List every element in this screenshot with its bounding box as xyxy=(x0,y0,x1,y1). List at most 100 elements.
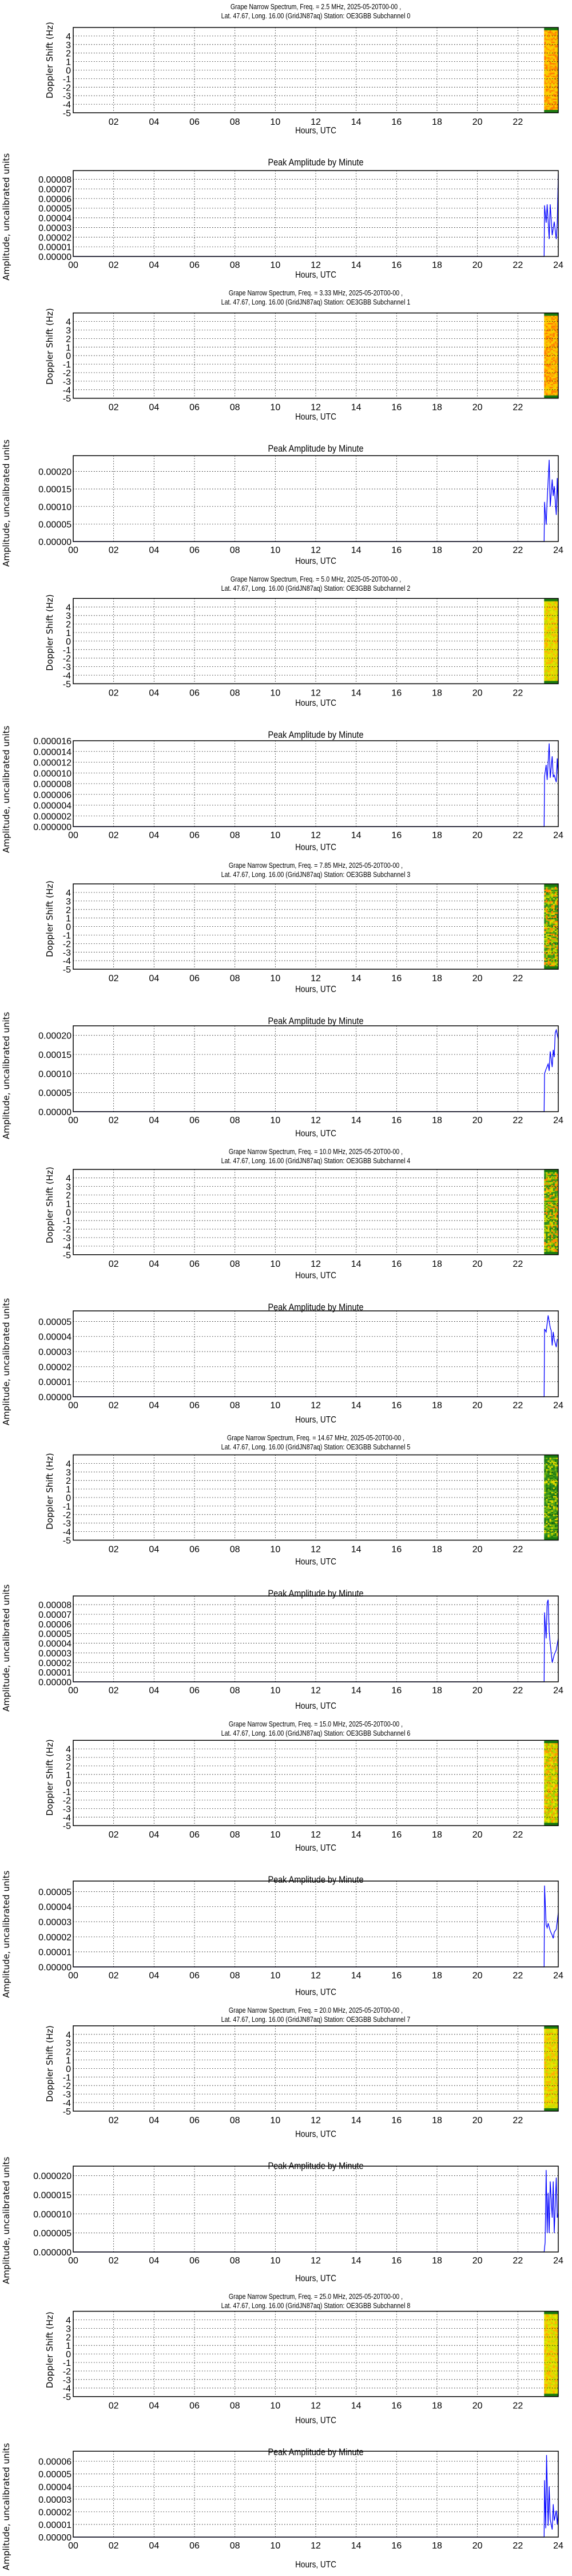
x-tick-label: 14 xyxy=(351,1401,362,1411)
x-tick-label: 04 xyxy=(149,974,159,983)
x-tick-label: 08 xyxy=(230,974,240,983)
x-tick-label: 20 xyxy=(472,546,483,555)
x-tick-label: 06 xyxy=(189,2401,200,2411)
y-tick-label: 0.00005 xyxy=(38,520,72,530)
y-axis-label: Amplitude, uncalibrated units xyxy=(1,2156,11,2284)
y-tick-label: 1 xyxy=(66,629,71,638)
y-tick-label: 2 xyxy=(66,906,71,915)
channel-panel-subchannel-8: Grape Narrow Spectrum, Freq. = 25.0 MHz,… xyxy=(0,2290,572,2576)
x-tick-label: 14 xyxy=(351,974,362,983)
x-tick-label: 16 xyxy=(391,1116,402,1125)
y-tick-label: -2 xyxy=(63,2081,71,2091)
x-tick-label: 10 xyxy=(270,1830,280,1840)
x-tick-label: 10 xyxy=(270,403,280,413)
y-tick-label: 0 xyxy=(66,66,71,76)
x-tick-label: 04 xyxy=(149,1116,159,1125)
x-tick-label: 18 xyxy=(432,260,442,270)
x-tick-label: 06 xyxy=(189,403,200,413)
x-tick-label: 04 xyxy=(149,2256,159,2266)
spectrum-title-line1: Grape Narrow Spectrum, Freq. = 15.0 MHz,… xyxy=(228,1720,403,1728)
y-tick-label: 0.00005 xyxy=(38,1887,72,1897)
amplitude-series-line xyxy=(73,460,559,542)
y-axis-label: Doppler Shift (Hz) xyxy=(45,2025,55,2102)
x-axis-label: Hours, UTC xyxy=(295,698,336,708)
x-tick-label: 06 xyxy=(189,1971,200,1981)
y-tick-label: 1 xyxy=(66,1771,71,1780)
x-axis-label: Hours, UTC xyxy=(295,2560,336,2570)
y-tick-label: 0.00004 xyxy=(38,1903,72,1913)
spectrum-title-line2: Lat. 47.67, Long. 16.00 (GridJN87aq) Sta… xyxy=(221,1156,411,1165)
x-tick-label: 14 xyxy=(351,260,362,270)
amplitude-chart: Peak Amplitude by Minute 0.00000 0.00001 0… xyxy=(0,1860,572,2004)
x-tick-label: 08 xyxy=(230,688,240,698)
y-tick-label: -3 xyxy=(63,92,71,101)
channel-panel-subchannel-5: Grape Narrow Spectrum, Freq. = 14.67 MHz… xyxy=(0,1431,572,1717)
y-tick-label: 0.00000 xyxy=(38,538,72,547)
y-tick-label: 0 xyxy=(66,351,71,361)
x-tick-label: 24 xyxy=(553,2541,563,2551)
spectrum-title-line2: Lat. 47.67, Long. 16.00 (GridJN87aq) Sta… xyxy=(221,1729,411,1737)
spectrogram-chart: Grape Narrow Spectrum, Freq. = 20.0 MHz,… xyxy=(0,2004,572,2147)
y-tick-label: 4 xyxy=(66,603,71,613)
y-tick-label: 3 xyxy=(66,897,71,907)
y-tick-label: 0.00006 xyxy=(38,1620,72,1630)
channel-panel-subchannel-3: Grape Narrow Spectrum, Freq. = 7.85 MHz,… xyxy=(0,859,572,1145)
x-tick-label: 00 xyxy=(68,1401,78,1411)
y-tick-label: 0.00000 xyxy=(38,1678,72,1688)
x-tick-label: 12 xyxy=(311,2401,321,2411)
x-tick-label: 16 xyxy=(391,1830,402,1840)
x-tick-label: 24 xyxy=(553,1686,563,1696)
y-axis-label: Doppler Shift (Hz) xyxy=(45,2312,55,2388)
y-tick-label: -3 xyxy=(63,2090,71,2100)
spectrogram-chart: Grape Narrow Spectrum, Freq. = 2.5 MHz, … xyxy=(0,0,572,143)
y-tick-label: -5 xyxy=(63,965,71,975)
y-tick-label: 0.00001 xyxy=(38,1948,72,1958)
y-tick-label: -2 xyxy=(63,1225,71,1235)
x-tick-label: 16 xyxy=(391,546,402,555)
x-tick-label: 06 xyxy=(189,1830,200,1840)
y-tick-label: 0.00003 xyxy=(38,2495,72,2505)
x-tick-label: 00 xyxy=(68,2256,78,2266)
y-tick-label: 1 xyxy=(66,1199,71,1209)
x-tick-label: 14 xyxy=(351,2541,362,2551)
y-tick-label: 0.00015 xyxy=(38,485,72,495)
channel-panel-subchannel-2: Grape Narrow Spectrum, Freq. = 5.0 MHz, … xyxy=(0,572,572,859)
x-tick-label: 10 xyxy=(270,1116,280,1125)
x-axis-label: Hours, UTC xyxy=(295,412,336,422)
x-tick-label: 22 xyxy=(513,2256,523,2266)
x-tick-label: 16 xyxy=(391,831,402,840)
spectrum-title-line2: Lat. 47.67, Long. 16.00 (GridJN87aq) Sta… xyxy=(221,584,411,592)
x-tick-label: 22 xyxy=(513,1116,523,1125)
x-tick-label: 16 xyxy=(391,260,402,270)
y-tick-label: 0 xyxy=(66,2350,71,2360)
x-tick-label: 20 xyxy=(472,831,483,840)
spectrum-title-line1: Grape Narrow Spectrum, Freq. = 25.0 MHz,… xyxy=(228,2292,403,2301)
x-tick-label: 22 xyxy=(513,831,523,840)
x-tick-label: 10 xyxy=(270,974,280,983)
x-tick-label: 22 xyxy=(513,403,523,413)
y-tick-label: 3 xyxy=(66,1753,71,1763)
y-tick-label: -5 xyxy=(63,1822,71,1831)
y-tick-label: 4 xyxy=(66,2316,71,2326)
x-tick-label: 18 xyxy=(432,2116,442,2125)
x-tick-label: 12 xyxy=(311,1401,321,1411)
x-tick-label: 12 xyxy=(311,2541,321,2551)
x-tick-label: 18 xyxy=(432,1686,442,1696)
y-tick-label: 0.00003 xyxy=(38,1918,72,1927)
x-tick-label: 00 xyxy=(68,1971,78,1981)
y-tick-label: 0.00008 xyxy=(38,175,72,185)
y-tick-label: 0.00004 xyxy=(38,1639,72,1649)
x-tick-label: 08 xyxy=(230,1259,240,1269)
x-tick-label: 16 xyxy=(391,688,402,698)
x-tick-label: 24 xyxy=(553,1401,563,1411)
amplitude-line-plot: 0.00000 0.00005 0.00010 0.00015 0.00020 00 02 0… xyxy=(38,1025,563,1125)
x-tick-label: 16 xyxy=(391,117,402,127)
y-tick-label: 4 xyxy=(66,32,71,42)
y-tick-label: 1 xyxy=(66,2056,71,2066)
x-tick-label: 20 xyxy=(472,2256,483,2266)
x-tick-label: 02 xyxy=(109,1971,119,1981)
spectrum-title-line1: Grape Narrow Spectrum, Freq. = 3.33 MHz,… xyxy=(228,289,403,297)
y-tick-label: 3 xyxy=(66,326,71,336)
